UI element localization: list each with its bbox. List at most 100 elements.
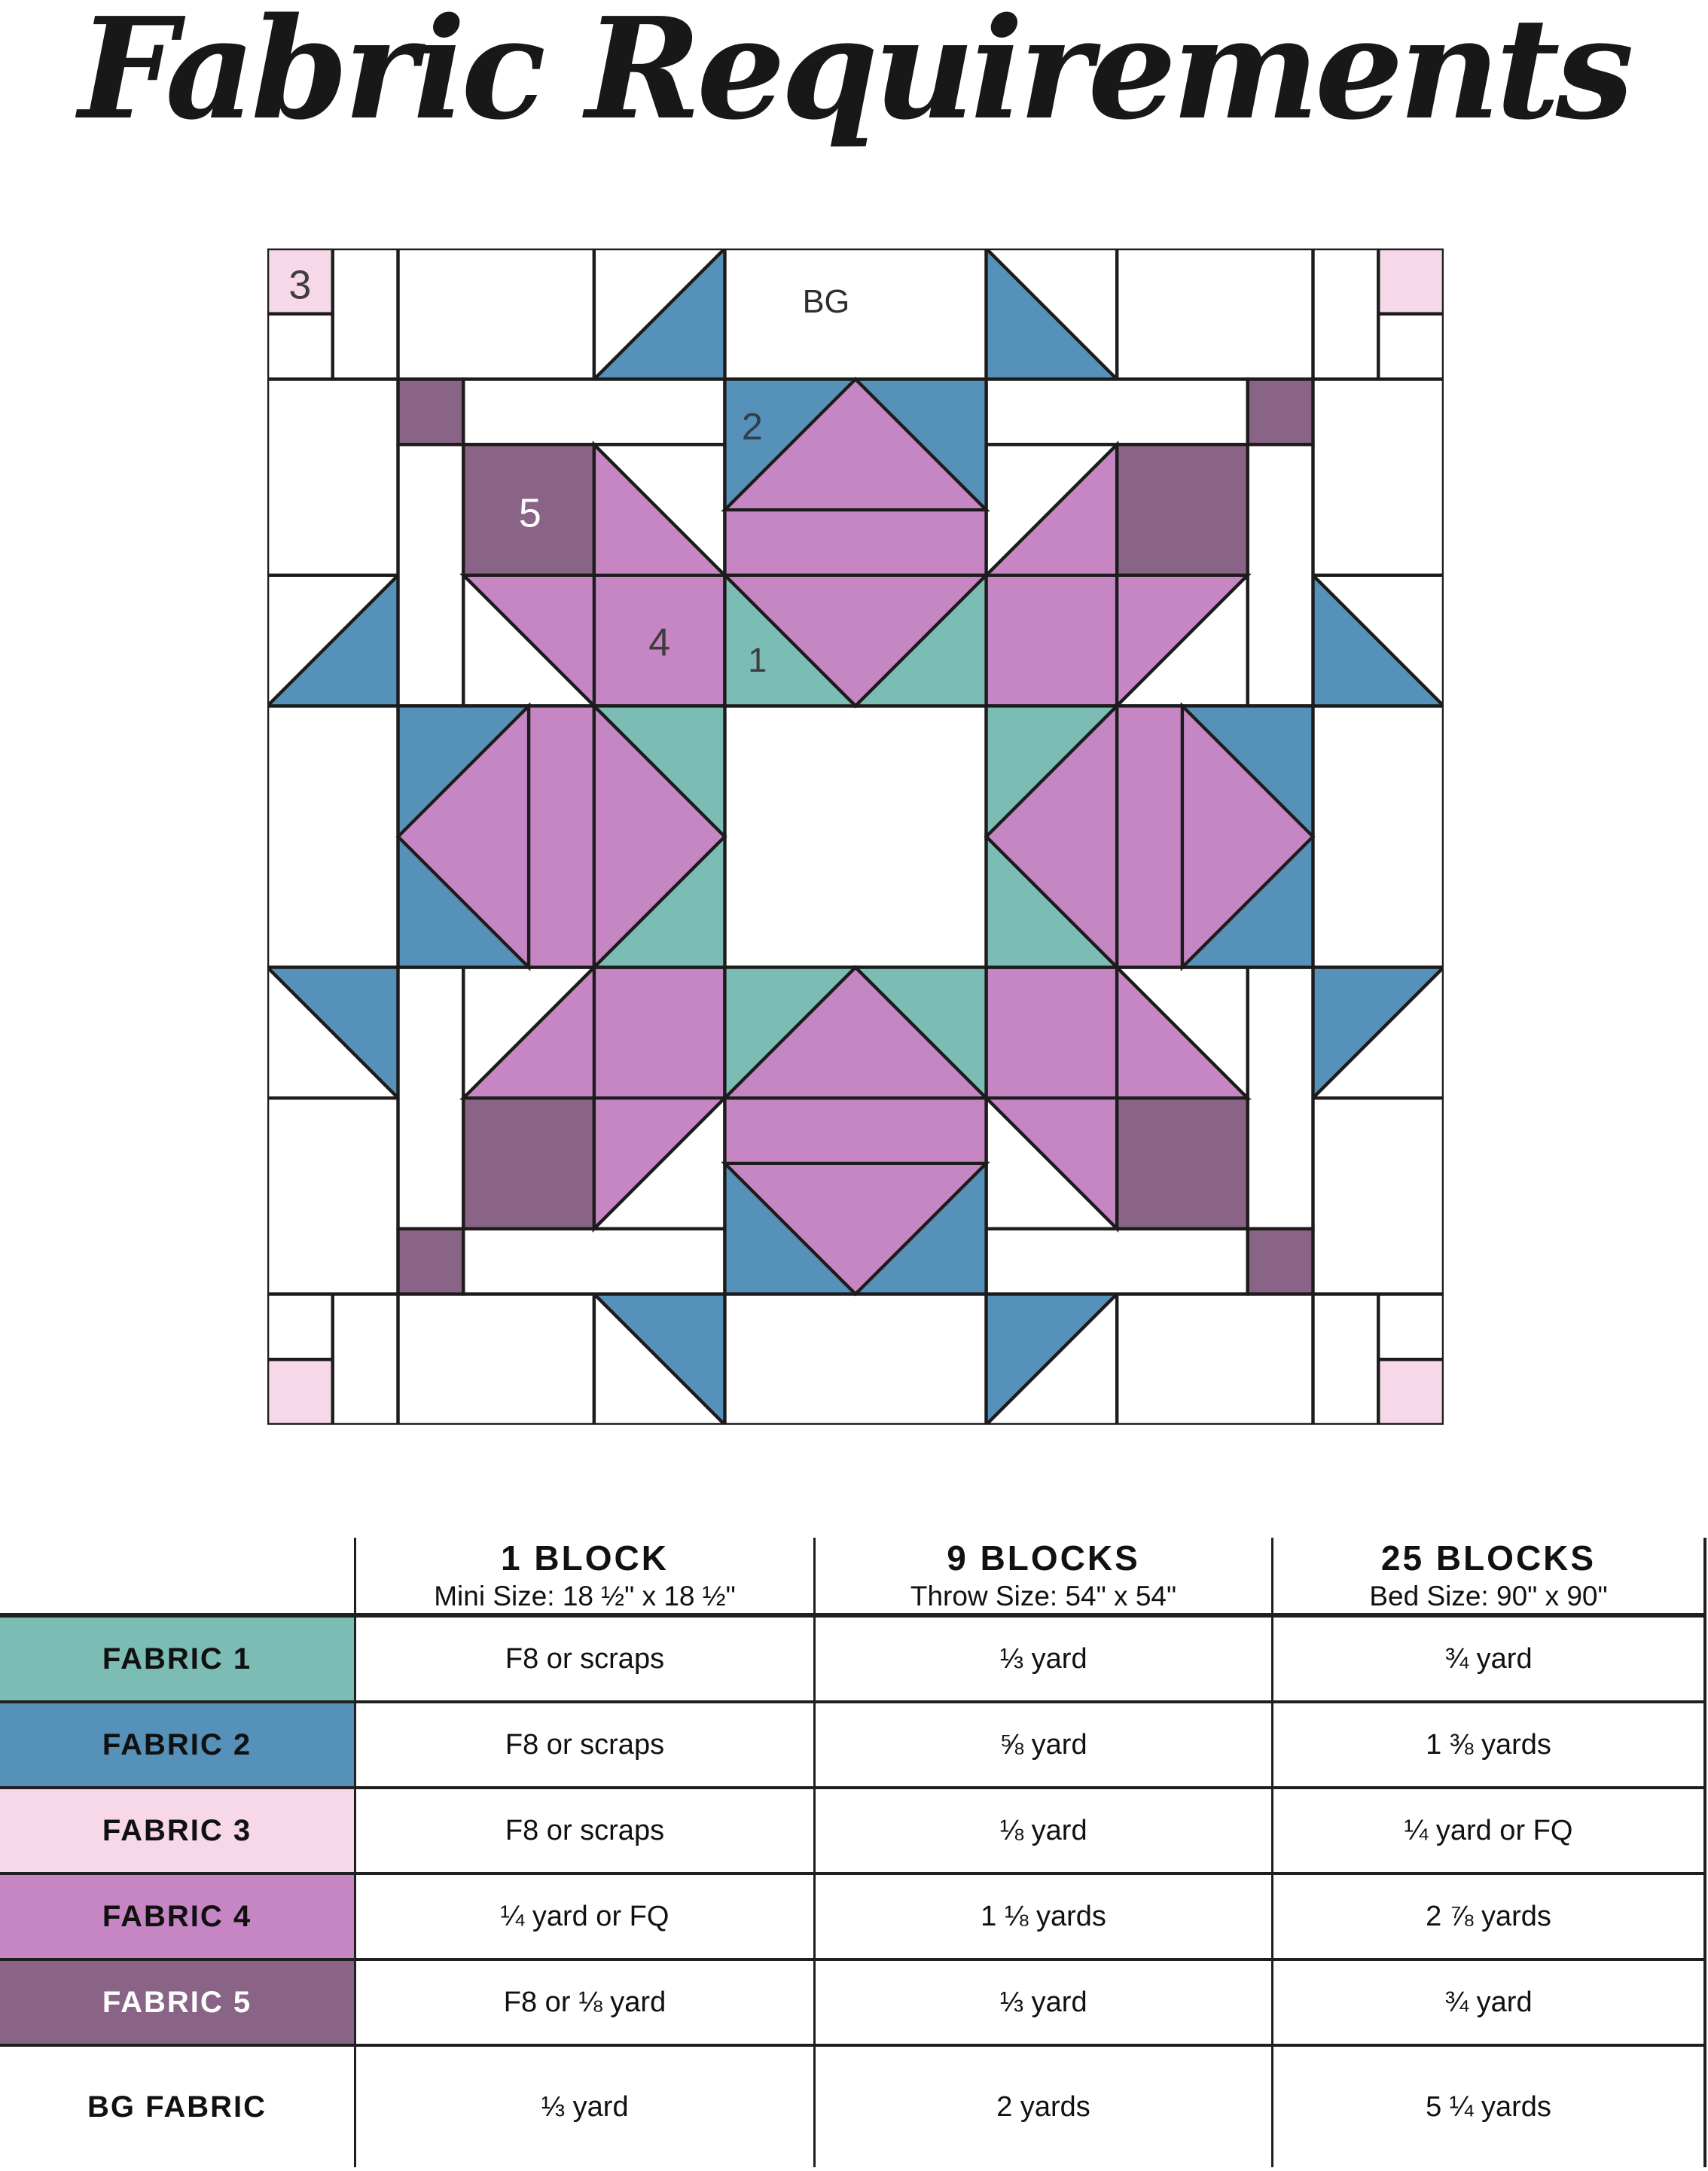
table-row: FABRIC 1 F8 or scraps ⅓ yard ¾ yard: [0, 1618, 1703, 1703]
requirement-cell: F8 or scraps: [354, 1703, 813, 1786]
requirement-cell: ⅝ yard: [813, 1703, 1271, 1786]
column-subtitle: Bed Size: 90" x 90": [1369, 1580, 1608, 1611]
quilt-piece-f1: [590, 704, 727, 841]
quilt-piece-f1: [984, 832, 1121, 969]
quilt-piece-f4: [1115, 704, 1185, 969]
requirement-cell: 1 ⅛ yards: [813, 1875, 1271, 1958]
quilt-piece-f5: [1115, 443, 1249, 578]
fabric-swatch-cell: FABRIC 2: [0, 1703, 354, 1786]
quilt-piece-bg: [1311, 1096, 1444, 1296]
requirement-cell: F8 or ⅛ yard: [354, 1961, 813, 2044]
table-header-25-blocks: 25 BLOCKS Bed Size: 90" x 90": [1271, 1538, 1703, 1613]
requirement-cell: ¾ yard: [1271, 1961, 1703, 2044]
requirement-cell: 1 ⅜ yards: [1271, 1703, 1703, 1786]
quilt-piece-bg: [1309, 573, 1444, 709]
quilt-piece-f4: [723, 1096, 988, 1166]
quilt-piece-bg: [267, 312, 334, 381]
quilt-piece-bg: [1377, 1292, 1444, 1361]
quilt-fabric-label: 4: [648, 621, 670, 664]
quilt-piece-bg: [723, 249, 988, 381]
quilt-piece-bg: [462, 1227, 727, 1296]
requirement-cell: ⅛ yard: [813, 1789, 1271, 1872]
quilt-piece-bg: [1115, 1292, 1315, 1425]
requirements-table: 1 BLOCK Mini Size: 18 ½" x 18 ½" 9 BLOCK…: [0, 1538, 1706, 2167]
table-row: FABRIC 3 F8 or scraps ⅛ yard ¼ yard or FQ: [0, 1789, 1703, 1875]
quilt-piece-bg: [267, 704, 400, 969]
fabric-swatch-cell: FABRIC 3: [0, 1789, 354, 1872]
quilt-piece-bg: [267, 1292, 334, 1361]
quilt-piece-bg: [396, 965, 465, 1230]
quilt-fabric-label: 3: [288, 263, 311, 308]
quilt-fabric-label: 5: [519, 490, 541, 535]
requirement-cell: 5 ¼ yards: [1271, 2047, 1703, 2167]
quilt-piece-f5: [1246, 377, 1315, 447]
table-row: BG FABRIC ⅓ yard 2 yards 5 ¼ yards: [0, 2047, 1703, 2167]
column-title: 1 BLOCK: [501, 1538, 669, 1578]
quilt-piece-f5: [462, 1096, 596, 1230]
column-subtitle: Mini Size: 18 ½" x 18 ½": [434, 1580, 736, 1611]
fabric-swatch-cell: BG FABRIC: [0, 2047, 354, 2167]
quilt-piece-bg: [723, 1292, 988, 1425]
table-header-1-block: 1 BLOCK Mini Size: 18 ½" x 18 ½": [354, 1538, 813, 1613]
quilt-piece-f1: [851, 965, 988, 1102]
quilt-piece-f3: [1377, 1358, 1444, 1425]
requirement-cell: ¼ yard or FQ: [354, 1875, 813, 1958]
quilt-piece-f5: [1246, 1227, 1315, 1296]
fabric-swatch-cell: FABRIC 1: [0, 1618, 354, 1700]
quilt-fabric-label: 2: [742, 405, 763, 448]
page-title: Fabric Requirements: [78, 0, 1634, 151]
quilt-piece-bg: [592, 249, 727, 383]
table-header-row: 1 BLOCK Mini Size: 18 ½" x 18 ½" 9 BLOCK…: [0, 1538, 1703, 1618]
column-title: 25 BLOCKS: [1380, 1538, 1597, 1578]
quilt-fabric-label: 1: [748, 641, 767, 679]
requirement-cell: ⅓ yard: [354, 2047, 813, 2167]
quilt-piece-bg: [1311, 704, 1444, 969]
column-title: 9 BLOCKS: [947, 1538, 1140, 1578]
quilt-piece-bg: [396, 443, 465, 708]
quilt-piece-f4: [592, 965, 727, 1100]
quilt-piece-f5: [396, 1227, 465, 1296]
quilt-piece-bg: [1377, 312, 1444, 381]
quilt-piece-bg: [1246, 965, 1315, 1230]
quilt-piece-bg: [267, 377, 400, 578]
quilt-piece-f1: [723, 571, 860, 708]
requirement-cell: ⅓ yard: [813, 1618, 1271, 1700]
table-row: FABRIC 2 F8 or scraps ⅝ yard 1 ⅜ yards: [0, 1703, 1703, 1789]
requirement-cell: F8 or scraps: [354, 1789, 813, 1872]
requirement-cell: ¾ yard: [1271, 1618, 1703, 1700]
quilt-piece-f3: [267, 1358, 334, 1425]
quilt-piece-f4: [526, 704, 596, 969]
table-header-fabric-spacer: [0, 1538, 354, 1613]
quilt-piece-f1: [984, 704, 1121, 841]
quilt-piece-bg: [1311, 1292, 1380, 1425]
quilt-piece-bg: [396, 249, 596, 381]
table-row: FABRIC 5 F8 or ⅛ yard ⅓ yard ¾ yard: [0, 1961, 1703, 2047]
quilt-piece-f1: [723, 965, 860, 1102]
fabric-swatch-cell: FABRIC 5: [0, 1961, 354, 2044]
quilt-piece-f4: [723, 508, 988, 578]
quilt-fabric-label: BG: [803, 284, 850, 320]
quilt-piece-bg: [267, 1096, 400, 1296]
quilt-piece-f1: [851, 571, 988, 708]
requirement-cell: 2 yards: [813, 2047, 1271, 2167]
quilt-piece-bg: [331, 1292, 400, 1425]
quilt-piece-bg: [1311, 377, 1444, 578]
quilt-piece-f1: [590, 832, 727, 969]
quilt-piece-bg: [592, 1290, 727, 1425]
quilt-piece-f5: [1115, 1096, 1249, 1230]
quilt-piece-bg: [1246, 443, 1315, 708]
quilt-piece-bg: [1115, 249, 1315, 381]
quilt-piece-f3: [1377, 249, 1444, 316]
quilt-piece-bg: [396, 1292, 596, 1425]
quilt-piece-f5: [396, 377, 465, 447]
quilt-piece-bg: [723, 704, 988, 969]
requirement-cell: 2 ⅞ yards: [1271, 1875, 1703, 1958]
quilt-piece-bg: [267, 965, 402, 1100]
quilt-piece-f4: [984, 965, 1119, 1100]
requirement-cell: ⅓ yard: [813, 1961, 1271, 2044]
requirement-cell: ¼ yard or FQ: [1271, 1789, 1703, 1872]
quilt-piece-bg: [984, 1290, 1119, 1425]
column-subtitle: Throw Size: 54" x 54": [910, 1580, 1177, 1611]
quilt-piece-bg: [331, 249, 400, 381]
